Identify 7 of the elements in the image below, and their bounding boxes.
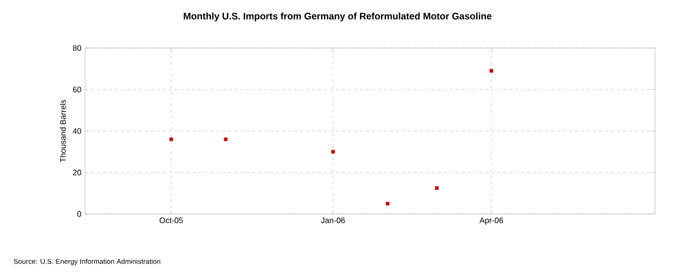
point [490, 69, 494, 73]
point [169, 138, 173, 142]
point [435, 186, 439, 190]
chart-title: Monthly U.S. Imports from Germany of Reformulated Motor Gasoline [184, 12, 492, 22]
point [331, 150, 335, 154]
point [224, 138, 228, 142]
point [386, 202, 390, 206]
